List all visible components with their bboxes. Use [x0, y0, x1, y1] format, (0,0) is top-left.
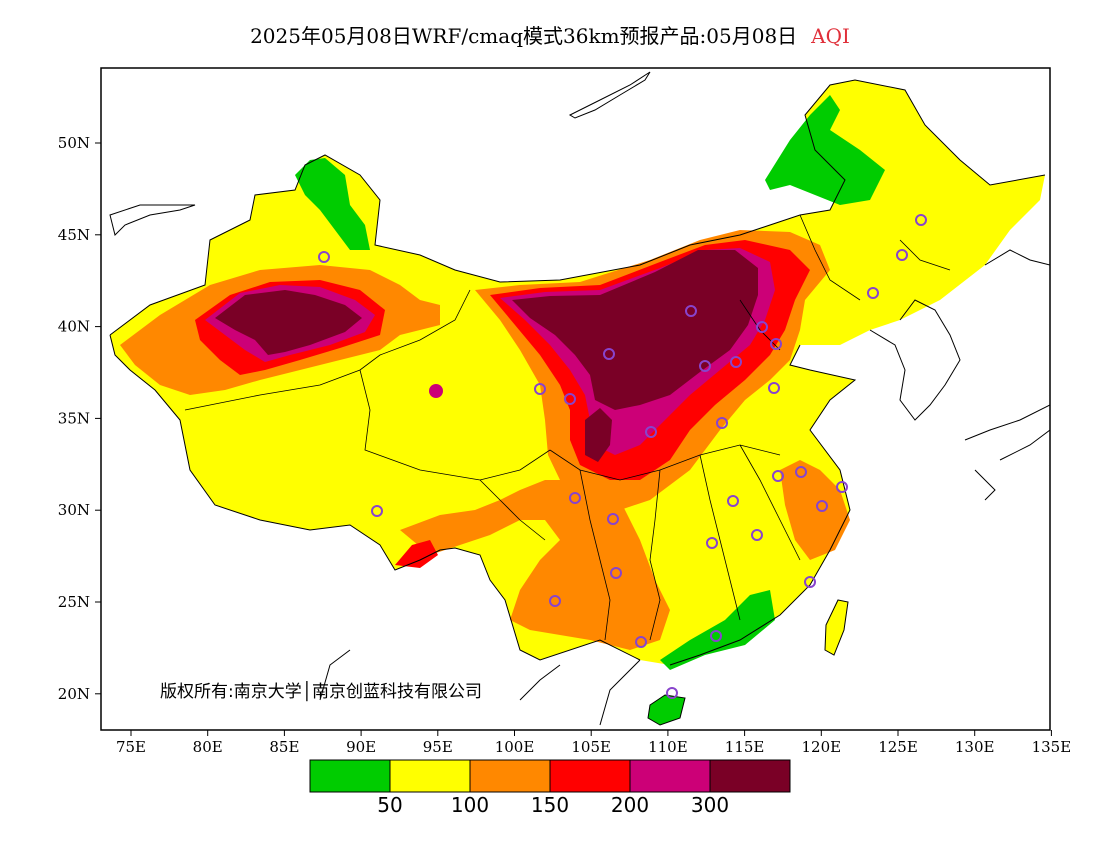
station-marker: [756, 321, 768, 333]
station-marker: [867, 287, 879, 299]
x-tick-label: 100E: [495, 738, 535, 756]
x-tick-label: 125E: [878, 738, 918, 756]
legend-label: 150: [531, 793, 569, 817]
station-marker: [768, 382, 780, 394]
province-lines: [184, 214, 951, 641]
y-tick-label: 45N: [58, 226, 90, 244]
x-tick-label: 110E: [648, 738, 688, 756]
station-markers: [318, 214, 927, 699]
south-border: [109, 334, 641, 661]
station-marker: [716, 417, 728, 429]
y-tick-label: 30N: [58, 501, 90, 519]
station-marker: [727, 495, 739, 507]
map-title: 2025年05月08日WRF/cmaq模式36km预报产品:05月08日 AQI: [0, 20, 1100, 49]
x-tick-label: 80E: [193, 738, 223, 756]
station-marker: [607, 513, 619, 525]
aqi-region-maroon-lobe: [585, 408, 612, 462]
x-tick-label: 105E: [571, 738, 611, 756]
aqi-region-green-hainan: [648, 695, 685, 725]
station-marker: [915, 214, 927, 226]
station-marker: [534, 383, 546, 395]
station-marker: [318, 251, 330, 263]
aqi-region-orange-sw: [400, 480, 670, 650]
aqi-hotspot-qaidam: [429, 384, 443, 398]
station-marker: [804, 576, 816, 588]
aqi-region-green-nw: [295, 158, 370, 250]
aqi-field: [110, 80, 1045, 725]
korea-outline: [869, 299, 961, 421]
aqi-region-maroon-tarim: [215, 290, 362, 355]
copyright-text: 版权所有:南京大学│南京创蓝科技有限公司: [160, 681, 482, 702]
y-tick-label: 20N: [58, 685, 90, 703]
station-marker: [685, 305, 697, 317]
station-marker: [666, 687, 678, 699]
station-marker: [699, 360, 711, 372]
station-marker: [896, 249, 908, 261]
station-marker: [549, 595, 561, 607]
hainan-outline: [647, 694, 686, 726]
baikal-outline: [568, 71, 651, 119]
legend-label: 200: [611, 793, 649, 817]
station-marker: [795, 466, 807, 478]
station-marker: [635, 636, 647, 648]
station-marker: [772, 470, 784, 482]
title-main: 2025年05月08日WRF/cmaq模式36km预报产品:05月08日: [250, 24, 798, 48]
legend-swatch: [629, 759, 711, 793]
legend-label: 50: [377, 793, 402, 817]
title-aqi: AQI: [811, 24, 850, 48]
russia-coast: [984, 249, 1050, 266]
x-tick-label: 115E: [725, 738, 765, 756]
y-axis: 50N 45N 40N 35N 30N 25N 20N: [58, 134, 101, 703]
legend-label: 300: [691, 793, 729, 817]
station-marker: [730, 356, 742, 368]
aqi-region-orange-east: [780, 460, 850, 560]
station-marker: [710, 630, 722, 642]
legend-swatch: [389, 759, 471, 793]
station-marker: [645, 426, 657, 438]
y-tick-label: 50N: [58, 134, 90, 152]
x-tick-label: 95E: [423, 738, 453, 756]
x-tick-label: 90E: [346, 738, 376, 756]
aqi-region-maroon-north: [512, 250, 758, 410]
y-tick-label: 35N: [58, 409, 90, 427]
x-tick-label: 120E: [802, 738, 842, 756]
station-marker: [610, 567, 622, 579]
legend-swatch: [709, 759, 791, 793]
station-marker: [603, 348, 615, 360]
china-border: [109, 79, 1046, 336]
aqi-region-red-tibet: [395, 540, 438, 568]
station-marker: [751, 529, 763, 541]
kazakh-lake: [109, 204, 196, 236]
station-marker: [371, 505, 383, 517]
station-marker: [816, 500, 828, 512]
station-marker: [836, 481, 848, 493]
x-tick-label: 135E: [1032, 738, 1072, 756]
x-tick-label: 75E: [116, 738, 146, 756]
aqi-region-taiwan: [824, 599, 849, 656]
station-marker: [569, 492, 581, 504]
x-tick-label: 130E: [955, 738, 995, 756]
legend-swatch: [309, 759, 391, 793]
station-marker: [706, 537, 718, 549]
legend-swatch: [549, 759, 631, 793]
x-axis: 75E 80E 85E 90E 95E 100E 105E 110E 115E 120E 125E 1…: [116, 730, 1071, 756]
station-marker: [770, 338, 782, 350]
legend-label: 100: [451, 793, 489, 817]
x-tick-label: 85E: [269, 738, 299, 756]
color-legend: 50 100 150 200 300: [309, 759, 791, 817]
aqi-region-green-s: [660, 590, 775, 670]
aqi-region-green-ne: [765, 95, 885, 205]
japan-outline: [964, 404, 1050, 501]
y-tick-label: 25N: [58, 593, 90, 611]
legend-swatch: [469, 759, 551, 793]
y-tick-label: 40N: [58, 318, 90, 336]
station-marker: [564, 393, 576, 405]
vietnam-coast: [319, 649, 641, 726]
map-frame: [100, 67, 1051, 731]
